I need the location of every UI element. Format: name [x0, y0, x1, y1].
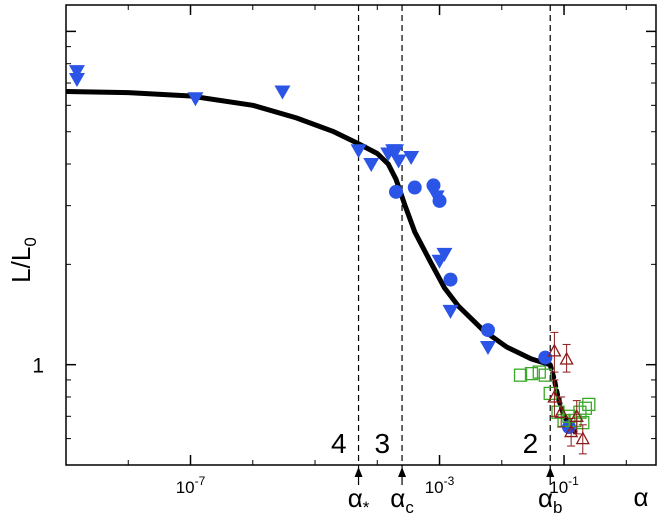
series-square-open	[513, 365, 596, 430]
marker-arrow-head	[354, 467, 363, 477]
data-point-square	[524, 366, 539, 381]
x-tick-label: 10-7	[176, 474, 206, 497]
x-tick-label-base: 10	[549, 478, 568, 497]
data-point-triangle-up	[547, 389, 562, 403]
data-point-triangle-down	[363, 158, 380, 173]
data-point-triangle-down	[403, 150, 420, 165]
marker-arrow-head	[546, 467, 555, 477]
y-axis-label-sub: 0	[21, 237, 40, 246]
data-point-circle	[480, 323, 495, 338]
fit-curve-solid	[65, 89, 551, 368]
data-point-triangle-up	[575, 431, 590, 445]
region-label: 3	[374, 428, 390, 459]
x-tick-label-base: 10	[425, 478, 444, 497]
data-point-triangle-down	[436, 247, 453, 262]
data-point-triangle-down	[187, 92, 204, 107]
data-point-circle	[432, 193, 447, 208]
data-point-triangle-down	[68, 65, 85, 80]
marker-label-main: α	[348, 483, 363, 513]
data-point-triangle-down	[350, 144, 367, 159]
marker-label: α*	[348, 483, 370, 517]
series-circle-filled	[389, 178, 576, 435]
y-tick-label: 1	[32, 355, 44, 378]
data-points	[68, 65, 596, 455]
x-tick-label-exp: -3	[444, 474, 455, 488]
series-triangle-down-filled	[68, 65, 496, 355]
marker-label: αb	[538, 483, 563, 517]
axes: 10-7 10-3 10-11	[32, 5, 656, 497]
data-point-triangle-up	[564, 424, 579, 438]
marker-arrow-head	[398, 467, 407, 477]
marker-label: αc	[390, 483, 414, 517]
fit-curve	[65, 89, 578, 434]
x-axis-label: α	[633, 482, 648, 512]
data-point-triangle-up	[547, 343, 562, 357]
x-tick-label: 10-1	[549, 474, 579, 497]
marker-label-sub: c	[405, 498, 414, 517]
data-point-triangle-down	[442, 304, 459, 319]
x-tick-label-exp: -1	[568, 474, 579, 488]
data-point-circle	[389, 184, 404, 199]
plot-frame	[65, 4, 657, 466]
region-label: 2	[523, 428, 539, 459]
marker-label-main: α	[538, 483, 553, 513]
data-point-circle	[407, 180, 422, 195]
marker-label-sub: *	[363, 498, 370, 517]
data-point-triangle-up	[554, 404, 569, 418]
data-point-square	[513, 368, 528, 382]
data-point-square	[582, 397, 596, 412]
data-point-triangle-down	[388, 144, 405, 159]
y-axis-label-main: L/L	[6, 247, 36, 283]
marker-label-sub: b	[553, 498, 562, 517]
data-point-circle	[426, 178, 441, 193]
x-tick-label-exp: -7	[195, 474, 206, 488]
data-point-square	[538, 368, 552, 382]
data-point-triangle-down	[274, 85, 291, 100]
data-point-triangle-down	[479, 340, 496, 355]
data-point-square	[578, 401, 593, 415]
data-point-triangle-down	[68, 72, 85, 87]
data-point-square	[557, 413, 571, 428]
x-tick-label-base: 10	[176, 478, 195, 497]
data-point-triangle-down	[390, 154, 407, 169]
data-point-circle	[443, 272, 458, 287]
marker-label-main: α	[390, 483, 405, 513]
region-label: 4	[331, 428, 347, 459]
x-tick-label: 10-3	[425, 474, 455, 497]
y-axis-label: L/L0	[6, 237, 40, 283]
data-point-triangle-up	[559, 351, 574, 365]
data-point-triangle-up	[569, 408, 584, 422]
series-triangle-up-open	[547, 331, 590, 455]
